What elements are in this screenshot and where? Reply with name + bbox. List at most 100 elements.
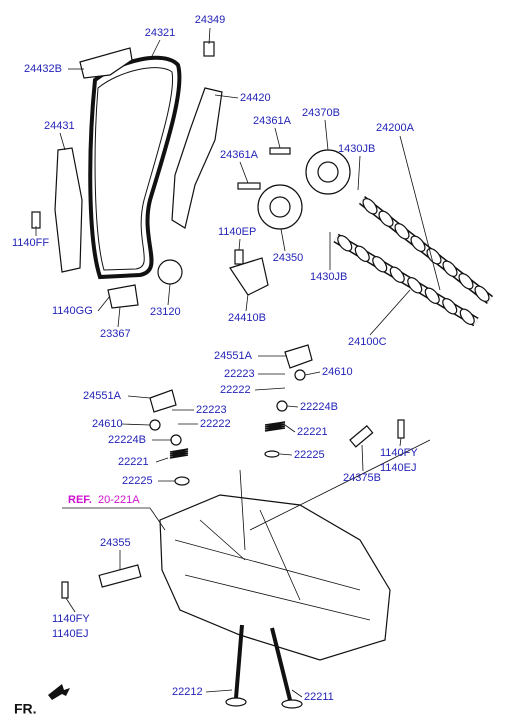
part-number: 24361A — [253, 115, 292, 127]
valve — [270, 627, 292, 701]
part-number: 24610 — [322, 366, 353, 378]
lash-adjuster — [294, 369, 306, 381]
bolt — [31, 211, 41, 229]
leader — [249, 439, 431, 531]
cylinder-head — [159, 494, 391, 661]
bracket — [107, 284, 139, 309]
bolt — [203, 41, 215, 57]
cam-lobe — [407, 277, 423, 294]
leader — [239, 469, 246, 551]
chain-guide-upper — [79, 47, 133, 79]
lash-adjuster — [149, 419, 161, 431]
part-number: 24370B — [302, 107, 340, 119]
part-number: 1140EJ — [380, 462, 417, 474]
part-number: 22223 — [196, 404, 227, 416]
cam-sensor — [349, 425, 374, 448]
part-number: 22223 — [224, 368, 255, 380]
cam-lobe — [394, 223, 410, 240]
cam-lobe — [378, 210, 394, 227]
valve-spring — [264, 421, 286, 432]
sprocket-hub — [269, 196, 291, 218]
cam-lobe — [337, 235, 353, 252]
leader-line — [357, 155, 361, 191]
leader-line — [399, 135, 441, 291]
sprocket-hub — [317, 161, 339, 183]
ref-line — [149, 507, 166, 531]
ref-code: 20-221A — [98, 494, 140, 506]
part-number: 24431 — [44, 120, 75, 132]
part-number: 24361A — [220, 149, 259, 161]
cam-lobe — [372, 256, 388, 273]
part-number: 22221 — [297, 426, 328, 438]
oil-control-valve — [98, 564, 142, 588]
bolt — [397, 419, 405, 439]
cam-lobe — [474, 285, 490, 302]
cam-lobe — [459, 308, 475, 325]
cam-lobes — [337, 198, 490, 325]
chain-guide-left — [54, 147, 83, 273]
leader-line — [238, 238, 241, 251]
leader-line — [324, 119, 329, 151]
tensioner — [157, 259, 183, 285]
leader-lines — [35, 27, 441, 698]
labels: 24349 24321 24432B 24420 24361A 24370B 24200A 2… — [12, 14, 418, 703]
leader-line — [97, 295, 111, 312]
valve-head — [281, 699, 303, 709]
cam-lobe — [458, 273, 474, 290]
leader-line — [117, 306, 121, 328]
part-number: 24350 — [273, 252, 304, 264]
leader-line — [369, 289, 411, 336]
part-number: 24355 — [100, 537, 131, 549]
part-number: 23367 — [100, 328, 131, 340]
part-number: 24420 — [240, 92, 271, 104]
seal — [174, 476, 190, 486]
leader-line — [239, 161, 249, 184]
part-number: 22224B — [108, 434, 146, 446]
bolt — [61, 581, 69, 599]
part-number: 22222 — [200, 418, 231, 430]
part-number: 23120 — [150, 306, 181, 318]
leader-line — [127, 395, 151, 399]
valve-head — [225, 697, 247, 707]
front-label: FR. — [14, 701, 37, 717]
bolt — [237, 182, 261, 190]
head-detail — [174, 509, 371, 621]
leader-line — [59, 132, 66, 151]
leader-line — [167, 283, 171, 306]
leader-line — [304, 371, 321, 376]
timing-chain — [88, 55, 182, 280]
leader-line — [205, 689, 233, 693]
leader-line — [155, 457, 169, 463]
part-number: 24410B — [228, 312, 266, 324]
seal — [264, 450, 280, 458]
leader-line — [208, 27, 211, 45]
part-number: 1140GG — [52, 305, 93, 317]
part-number: 1140EJ — [52, 628, 89, 640]
part-number: 1140FY — [52, 613, 90, 625]
cam-lobe — [442, 298, 458, 315]
cam-lobe — [354, 245, 370, 262]
leader-line — [214, 94, 239, 99]
leader-line — [279, 453, 293, 456]
parts-drawing — [31, 41, 494, 709]
rocker-arm — [149, 389, 177, 413]
cam-lobe — [424, 287, 440, 304]
leader-line — [245, 293, 249, 312]
part-number: 1140FF — [12, 237, 49, 249]
part-number: 22225 — [294, 449, 325, 461]
valve-spring — [169, 448, 189, 459]
leader-line — [280, 228, 286, 252]
retainer — [170, 434, 182, 446]
part-number: 22211 — [304, 691, 334, 703]
cam-lobe — [389, 266, 405, 283]
leader-line — [291, 689, 303, 698]
part-number: 1140FY — [380, 447, 418, 459]
leader-line — [274, 127, 281, 149]
part-number: 22221 — [118, 456, 149, 468]
part-number: 24375B — [343, 472, 381, 484]
leader-line — [286, 405, 299, 408]
part-number: 22212 — [172, 686, 203, 698]
part-number: 1430JB — [310, 271, 347, 283]
part-number: 24551A — [214, 350, 253, 362]
